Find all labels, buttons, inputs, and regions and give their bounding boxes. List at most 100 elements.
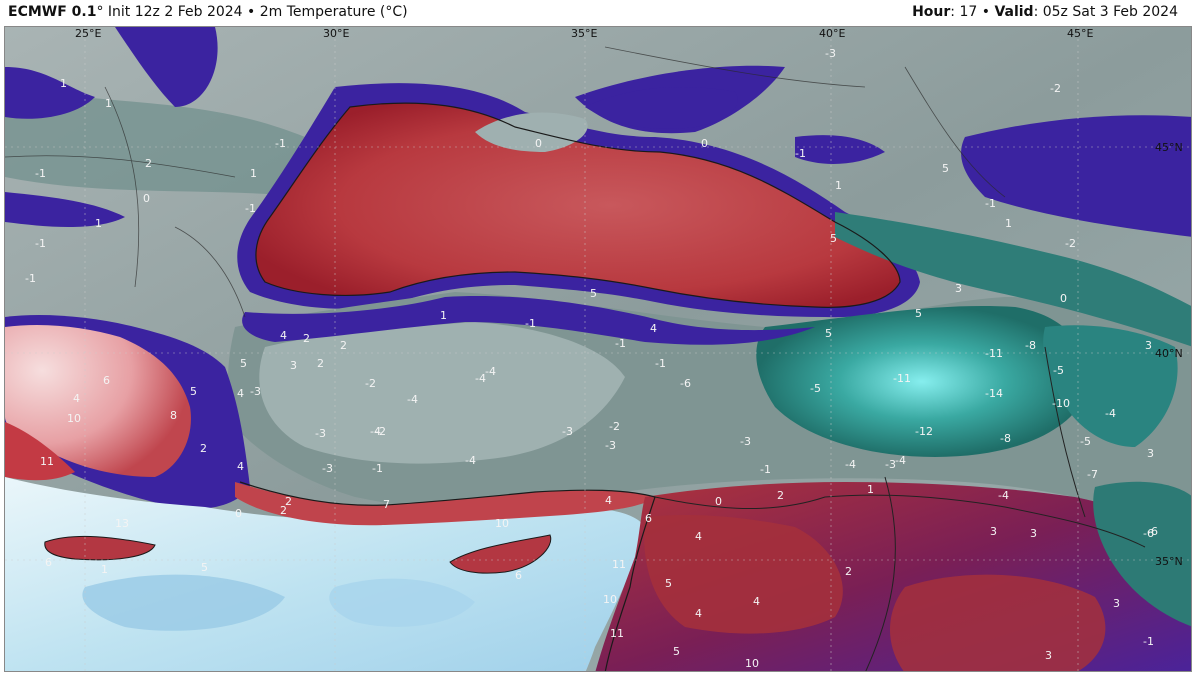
contour-value-label: 3: [1045, 649, 1052, 662]
contour-value-label: 10: [67, 412, 81, 425]
init-time: Init 12z 2 Feb 2024: [103, 4, 243, 20]
header-valid-time: Hour: 17 • Valid: 05z Sat 3 Feb 2024: [912, 4, 1178, 20]
contour-value-label: 3: [290, 359, 297, 372]
purple-zone: [242, 296, 815, 345]
latitude-labels: 45°N 40°N 35°N: [1155, 141, 1183, 568]
aegean-sea: [5, 325, 191, 477]
separator: •: [977, 4, 995, 20]
contour-value-label: 5: [825, 327, 832, 340]
contour-value-label: 0: [235, 507, 242, 520]
contour-value-label: 2: [340, 339, 347, 352]
contour-value-label: -1: [25, 272, 36, 285]
zagros-cold: [1093, 481, 1191, 627]
contour-value-label: -2: [1065, 237, 1076, 250]
contour-value-label: 5: [942, 162, 949, 175]
crimea: [475, 112, 588, 152]
lon-label: 40°E: [819, 27, 845, 40]
contour-value-label: -2: [609, 420, 620, 433]
contour-value-label: 4: [237, 460, 244, 473]
contour-value-label: 11: [40, 455, 54, 468]
contour-value-label: -4: [370, 425, 381, 438]
contour-value-label: -3: [825, 47, 836, 60]
contour-value-label: -7: [1087, 468, 1098, 481]
contour-value-label: -1: [275, 137, 286, 150]
contour-value-label: 3: [990, 525, 997, 538]
contour-value-label: 5: [240, 357, 247, 370]
contour-value-label: 0: [143, 192, 150, 205]
contour-value-label: -3: [315, 427, 326, 440]
contour-value-label: 3: [1145, 339, 1152, 352]
warm-zone: [235, 482, 655, 526]
contour-value-label: 4: [237, 387, 244, 400]
map-header: ECMWF 0.1° Init 12z 2 Feb 2024 • 2m Temp…: [0, 0, 1200, 26]
cyprus: [449, 534, 552, 574]
contour-value-label: -1: [35, 167, 46, 180]
contour-value-label: 2: [145, 157, 152, 170]
border-line: [5, 86, 246, 318]
contour-value-label: -4: [407, 393, 418, 406]
lat-label: 40°N: [1155, 347, 1183, 360]
balkan-cold-zone: [5, 87, 305, 197]
temperature-map: 25°E 30°E 35°E 40°E 45°E 45°N 40°N 35°N …: [4, 26, 1192, 672]
longitude-labels: 25°E 30°E 35°E 40°E 45°E: [75, 27, 1093, 40]
contour-value-label: -1: [985, 197, 996, 210]
contour-value-label: -4: [475, 372, 486, 385]
contour-value-label: 6: [103, 374, 110, 387]
contour-value-label: -1: [615, 337, 626, 350]
central-anatolia: [259, 322, 625, 464]
hour-label: Hour: [912, 4, 951, 20]
crete: [44, 535, 156, 561]
lon-label: 25°E: [75, 27, 101, 40]
cool-sea-patch: [329, 578, 475, 627]
contour-value-label: -1: [795, 147, 806, 160]
contour-value-label: -3: [740, 435, 751, 448]
contour-value-label: -10: [1052, 397, 1070, 410]
contour-value-label: -3: [322, 462, 333, 475]
eastern-anatolia-cold: [756, 306, 1088, 457]
contour-value-label: 1: [835, 179, 842, 192]
border-line: [604, 46, 1006, 198]
lon-label: 30°E: [323, 27, 349, 40]
contour-value-label: 8: [170, 409, 177, 422]
contour-value-label: 6: [645, 512, 652, 525]
caucasus: [835, 212, 1191, 347]
contour-value-label: 4: [695, 607, 702, 620]
contour-value-label: 10: [745, 657, 759, 670]
contour-value-label: 1: [867, 483, 874, 496]
contour-value-label: -2: [375, 425, 386, 438]
contour-value-label: 2: [285, 495, 292, 508]
contour-value-label: 10: [603, 593, 617, 606]
contour-value-label: 1: [105, 97, 112, 110]
contour-value-label: 4: [695, 530, 702, 543]
contour-labels: 11-12-1 101-1-1-10-3-2-1150-1530-215455-1…: [25, 47, 1158, 670]
hour-value: : 17: [950, 4, 978, 20]
contour-value-label: -8: [1025, 339, 1036, 352]
contour-value-label: -1: [760, 463, 771, 476]
contour-value-label: -4: [485, 365, 496, 378]
contour-value-label: -2: [365, 377, 376, 390]
contour-value-label: 5: [665, 577, 672, 590]
lat-label: 35°N: [1155, 555, 1183, 568]
contour-value-label: 7: [383, 498, 390, 511]
coastline: [239, 481, 656, 671]
contour-value-label: -1: [372, 462, 383, 475]
contour-value-label: 6: [45, 556, 52, 569]
contour-value-label: 2: [280, 504, 287, 517]
contour-value-label: -4: [895, 454, 906, 467]
contour-value-label: 3: [955, 282, 962, 295]
contour-value-label: 0: [715, 495, 722, 508]
contour-value-label: -1: [525, 317, 536, 330]
lon-label: 35°E: [571, 27, 597, 40]
contour-value-label: 5: [590, 287, 597, 300]
contour-value-label: -4: [1105, 407, 1116, 420]
lon-label: 45°E: [1067, 27, 1093, 40]
contour-value-label: 2: [200, 442, 207, 455]
contour-value-label: 6: [515, 569, 522, 582]
contour-value-label: 2: [845, 565, 852, 578]
model-name: ECMWF 0.1: [8, 4, 97, 20]
contour-value-label: 3: [1147, 447, 1154, 460]
contour-value-label: 1: [250, 167, 257, 180]
contour-value-label: 1: [95, 217, 102, 230]
purple-zone: [961, 115, 1191, 237]
contour-value-label: -5: [1053, 364, 1064, 377]
